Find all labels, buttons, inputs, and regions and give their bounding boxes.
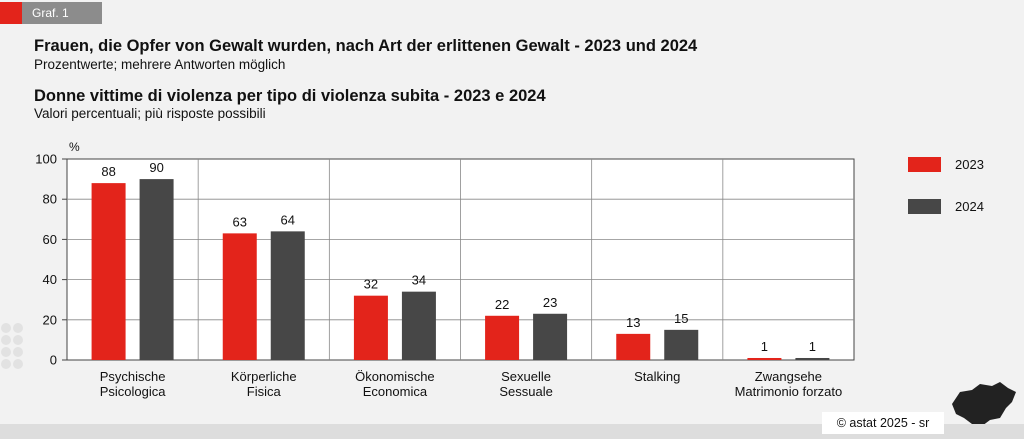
data-label: 22	[495, 297, 509, 312]
category-label: Matrimonio forzato	[735, 384, 843, 399]
y-tick-label: 0	[50, 353, 57, 368]
decor-dot	[1, 323, 11, 333]
decor-dot	[13, 335, 23, 345]
category-label: Fisica	[247, 384, 282, 399]
data-label: 1	[809, 339, 816, 354]
bar-2023	[222, 233, 257, 360]
legend-swatch-2023	[908, 157, 941, 172]
bar-2024	[270, 231, 305, 360]
category-label: Sessuale	[499, 384, 552, 399]
data-label: 32	[364, 277, 378, 292]
bar-2023	[91, 183, 126, 360]
y-tick-label: 60	[43, 232, 57, 247]
legend-label: 2023	[955, 157, 984, 172]
bar-2023	[747, 357, 782, 360]
bar-2024	[401, 291, 436, 360]
y-tick-label: 20	[43, 312, 57, 327]
bar-2024	[664, 329, 699, 360]
decor-dot	[1, 335, 11, 345]
copyright: © astat 2025 - sr	[822, 412, 944, 434]
data-label: 34	[412, 273, 426, 288]
bar-2023	[485, 315, 520, 360]
bar-2024	[795, 357, 830, 360]
tag-label: Graf. 1	[22, 2, 102, 24]
bar-2023	[616, 333, 651, 360]
category-label: Psicologica	[100, 384, 167, 399]
data-label: 64	[281, 212, 295, 227]
decorative-dots	[1, 323, 23, 369]
category-label: Stalking	[634, 369, 680, 384]
decor-dot	[1, 347, 11, 357]
category-label: Sexuelle	[501, 369, 551, 384]
decor-dot	[13, 359, 23, 369]
y-tick-label: 80	[43, 192, 57, 207]
title-italian: Donne vittime di violenza per tipo di vi…	[34, 87, 546, 105]
y-axis-unit-label: %	[69, 140, 80, 154]
category-label: Economica	[363, 384, 428, 399]
data-label: 90	[149, 160, 163, 175]
bar-2023	[353, 295, 388, 360]
category-label: Ökonomische	[355, 369, 434, 384]
legend-swatch-2024	[908, 199, 941, 214]
y-tick-label: 100	[35, 152, 57, 167]
grid-lines	[62, 158, 854, 361]
legend-label: 2024	[955, 199, 984, 214]
footer-band	[0, 424, 1024, 439]
chart-number-tag: Graf. 1	[0, 2, 102, 24]
category-label: Zwangsehe	[755, 369, 822, 384]
title-german: Frauen, die Opfer von Gewalt wurden, nac…	[34, 37, 698, 55]
decor-dot	[1, 359, 11, 369]
bar-2024	[139, 179, 174, 360]
category-label: Körperliche	[231, 369, 297, 384]
subtitle-german: Prozentwerte; mehrere Antworten möglich	[34, 57, 286, 72]
decor-dot	[13, 323, 23, 333]
legend: 2023 2024	[908, 157, 984, 214]
y-tick-label: 40	[43, 272, 57, 287]
category-label: Psychische	[100, 369, 166, 384]
bars	[91, 179, 830, 360]
data-label: 23	[543, 295, 557, 310]
data-label: 15	[674, 311, 688, 326]
logo-map-shape	[952, 382, 1016, 426]
decor-dot	[13, 347, 23, 357]
bar-2024	[533, 313, 568, 360]
data-label: 88	[101, 164, 115, 179]
data-label: 1	[761, 339, 768, 354]
data-label: 63	[233, 214, 247, 229]
data-label: 13	[626, 315, 640, 330]
tag-red-block	[0, 2, 22, 24]
subtitle-italian: Valori percentuali; più risposte possibi…	[34, 106, 266, 121]
